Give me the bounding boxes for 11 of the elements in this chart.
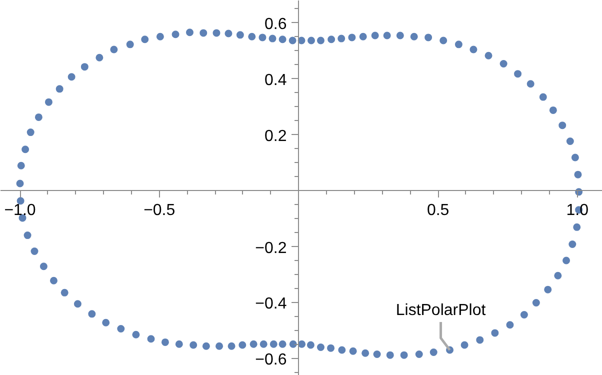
x-tick-label: −1.0 [4, 202, 36, 219]
y-tick-label: −0.2 [255, 240, 287, 257]
y-tick-label: −0.6 [255, 352, 287, 369]
y-tick-label: 0.6 [264, 16, 287, 33]
y-tick-label: 0.4 [264, 72, 287, 89]
y-tick-label: 0.2 [264, 128, 287, 145]
y-tick-label: −0.4 [255, 296, 287, 313]
x-tick-label: −0.5 [144, 202, 176, 219]
x-tick-label: 1.0 [566, 202, 589, 219]
annotation: ListPolarPlot [396, 302, 486, 320]
x-tick-label: 0.5 [426, 202, 450, 219]
